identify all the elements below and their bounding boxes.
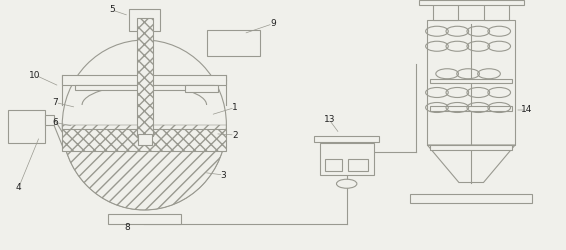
Text: 9: 9 — [270, 19, 276, 28]
Bar — [430, 79, 512, 83]
Bar — [410, 194, 532, 203]
Text: 2: 2 — [232, 130, 238, 140]
Circle shape — [336, 179, 357, 188]
Bar — [484, 2, 509, 20]
Bar — [325, 159, 342, 171]
Text: 7: 7 — [53, 98, 58, 107]
Bar — [419, 0, 524, 5]
Text: 4: 4 — [16, 183, 22, 192]
Bar — [45, 115, 54, 124]
Bar — [108, 214, 181, 224]
Text: 8: 8 — [125, 223, 130, 232]
Text: 3: 3 — [221, 170, 226, 179]
Bar — [75, 85, 214, 90]
Bar — [320, 142, 374, 175]
Text: 6: 6 — [53, 118, 58, 127]
Bar — [129, 9, 160, 31]
Bar — [8, 110, 45, 142]
Text: 10: 10 — [29, 70, 41, 80]
Bar — [427, 20, 515, 145]
Bar — [433, 2, 458, 20]
Bar — [186, 85, 218, 92]
Text: 14: 14 — [521, 106, 532, 114]
Bar — [137, 18, 153, 136]
Bar — [430, 106, 512, 111]
Bar — [348, 159, 368, 171]
Bar — [62, 75, 226, 85]
Bar — [62, 129, 226, 151]
Text: 13: 13 — [324, 116, 335, 124]
Text: 1: 1 — [232, 103, 238, 112]
Text: 5: 5 — [109, 6, 115, 15]
Bar — [207, 30, 260, 56]
Bar — [314, 136, 379, 142]
Bar — [430, 145, 512, 150]
Bar — [138, 134, 152, 144]
